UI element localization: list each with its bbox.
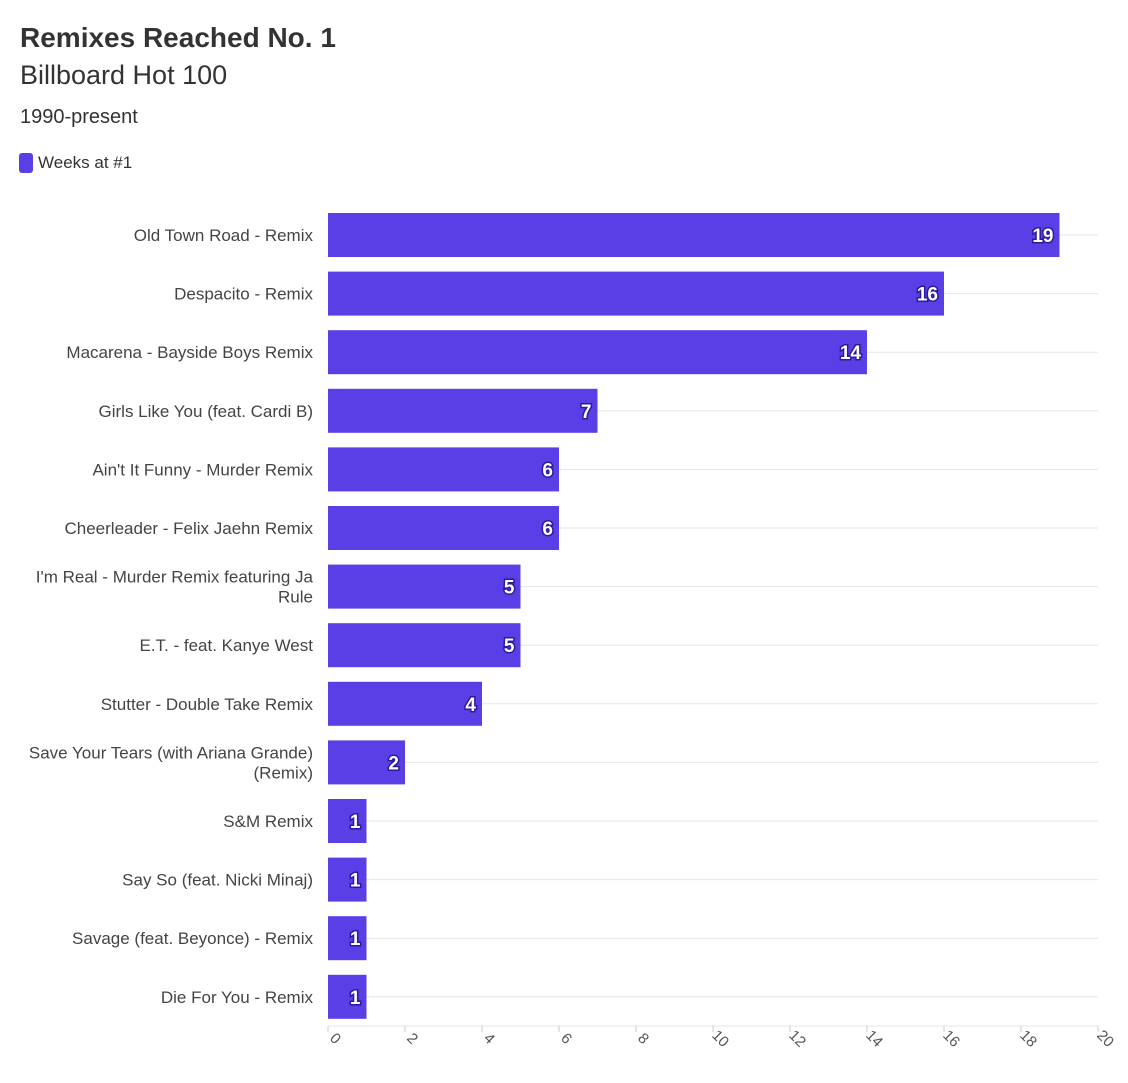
category-label: S&M Remix [223, 812, 313, 831]
data-label: 14 [840, 343, 862, 364]
category-label: Old Town Road - Remix [134, 226, 314, 245]
x-tick-label: 18 [1016, 1027, 1040, 1051]
bar [328, 623, 521, 668]
data-label: 19 [1032, 226, 1053, 247]
bar [328, 506, 559, 550]
category-label: Cheerleader - Felix Jaehn Remix [65, 519, 314, 538]
data-label: 6 [542, 460, 553, 481]
category-label: Girls Like You (feat. Cardi B) [99, 402, 313, 421]
chart-title: Remixes Reached No. 1 [20, 22, 336, 53]
legend: Weeks at #1 [19, 153, 132, 173]
x-tick-label: 4 [480, 1030, 498, 1048]
data-label: 16 [917, 285, 938, 306]
legend-label: Weeks at #1 [38, 153, 133, 172]
data-label: 1 [350, 929, 361, 950]
category-label: Say So (feat. Nicki Minaj) [122, 871, 313, 890]
data-label: 2 [388, 753, 399, 774]
bar [328, 916, 367, 961]
data-label: 1 [350, 871, 361, 892]
bar [328, 799, 367, 843]
data-label: 5 [504, 636, 515, 657]
bar [328, 564, 521, 609]
data-label: 4 [465, 695, 476, 716]
data-label: 1 [350, 988, 361, 1009]
bar [328, 681, 482, 726]
category-label: Ain't It Funny - Murder Remix [92, 460, 313, 479]
x-tick-label: 20 [1093, 1027, 1117, 1051]
category-label: Savage (feat. Beyonce) - Remix [72, 929, 313, 948]
x-tick-label: 8 [634, 1030, 652, 1048]
x-tick-label: 12 [785, 1027, 809, 1051]
x-tick-label: 16 [939, 1027, 963, 1051]
x-tick-label: 2 [403, 1030, 421, 1048]
bar [328, 447, 559, 492]
bar [328, 388, 598, 433]
bar [328, 330, 867, 375]
category-label: E.T. - feat. Kanye West [139, 636, 313, 655]
bar [328, 857, 367, 902]
data-label: 7 [581, 402, 592, 423]
data-label: 5 [504, 578, 515, 599]
chart-note: 1990-present [20, 106, 138, 128]
bar [328, 974, 367, 1019]
data-label: 1 [350, 812, 361, 833]
chart-subtitle: Billboard Hot 100 [20, 60, 228, 90]
bar [328, 271, 944, 316]
x-tick-label: 6 [557, 1030, 575, 1048]
legend-swatch [19, 153, 33, 173]
category-label: Save Your Tears (with Ariana Grande) (Rem… [29, 743, 313, 782]
x-tick-label: 14 [862, 1027, 886, 1051]
category-label: Macarena - Bayside Boys Remix [66, 343, 313, 362]
bar [328, 740, 405, 785]
x-tick-label: 0 [326, 1030, 344, 1048]
category-label: Die For You - Remix [161, 988, 314, 1007]
bar [328, 213, 1060, 257]
category-label: I'm Real - Murder Remix featuring Ja Rule [36, 568, 314, 607]
x-tick-label: 10 [708, 1027, 732, 1051]
category-label: Stutter - Double Take Remix [101, 695, 314, 714]
category-label: Despacito - Remix [174, 285, 313, 304]
data-label: 6 [542, 519, 553, 540]
